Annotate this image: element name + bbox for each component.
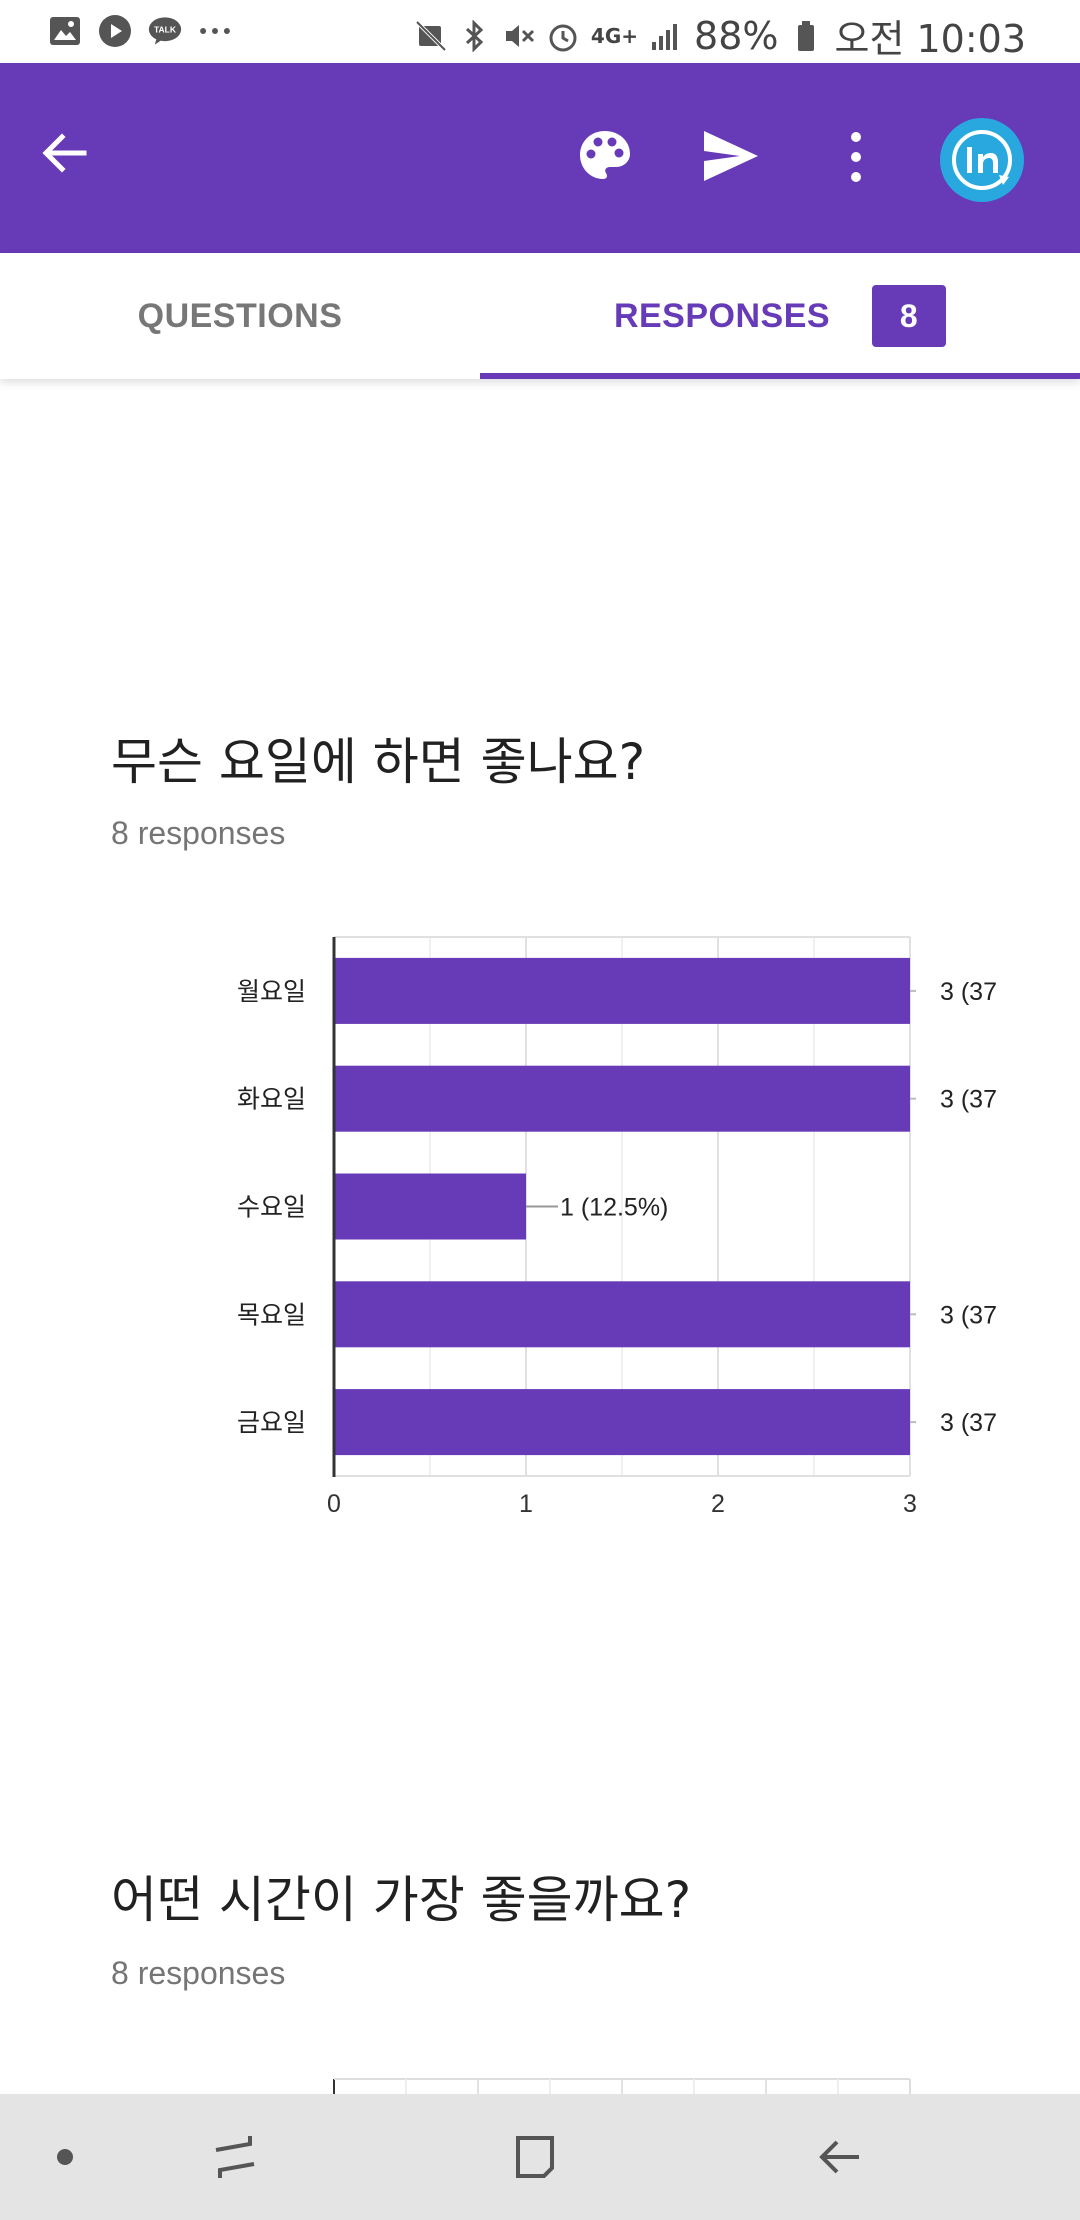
x-tick-label: 0 — [327, 1490, 341, 1518]
data-label: 1 (12.5%) — [560, 1194, 668, 1222]
data-label: 3 (37 — [940, 978, 997, 1006]
avatar[interactable] — [940, 118, 1024, 202]
bar — [334, 1065, 910, 1132]
talk-icon: TALK — [148, 14, 182, 48]
category-label: 월요일 — [237, 977, 306, 1006]
system-nav-bar — [0, 2094, 1080, 2220]
category-label: 수요일 — [237, 1193, 306, 1222]
bar-chart-partial — [333, 2078, 911, 2095]
sync-off-icon — [415, 20, 447, 52]
home-icon[interactable] — [495, 2094, 575, 2220]
status-bar: TALK 4G+ 88% 오전 10:03 — [0, 0, 1080, 63]
svg-text:TALK: TALK — [154, 25, 177, 35]
x-tick-label: 1 — [519, 1490, 533, 1518]
tab-bar: QUESTIONS RESPONSES 8 — [0, 253, 1080, 379]
clock: 오전 10:03 — [834, 17, 1026, 61]
data-label: 3 (37 — [940, 1086, 997, 1114]
tab-questions[interactable]: QUESTIONS — [0, 253, 480, 379]
question-title: 무슨 요일에 하면 좋나요? — [111, 733, 646, 791]
play-icon — [98, 14, 132, 48]
mute-icon — [503, 20, 535, 52]
bar-chart: 월요일 3 (37 화요일 3 (37 수요일 1 (12.5%) 목요일 3 (37 금요일 3… — [237, 936, 997, 1518]
response-count: 8 responses — [111, 815, 286, 851]
alarm-icon — [547, 20, 579, 52]
app-bar — [0, 63, 1080, 253]
more-vert-icon[interactable] — [838, 127, 874, 187]
signal-icon — [650, 20, 682, 52]
battery-percent: 88% — [694, 13, 779, 58]
category-label: 화요일 — [237, 1085, 306, 1114]
x-tick-label: 2 — [711, 1490, 725, 1518]
tab-questions-label: QUESTIONS — [137, 296, 343, 335]
battery-icon — [790, 20, 822, 52]
bar — [334, 1389, 910, 1456]
nav-back-icon[interactable] — [800, 2094, 880, 2220]
gallery-icon — [48, 14, 82, 48]
category-label: 목요일 — [237, 1300, 306, 1329]
back-arrow-icon[interactable] — [36, 123, 96, 183]
data-label: 3 (37 — [940, 1301, 997, 1329]
category-label: 금요일 — [237, 1408, 306, 1437]
response-count: 8 responses — [111, 1955, 286, 1991]
data-label: 3 (37 — [940, 1409, 997, 1437]
palette-icon[interactable] — [576, 127, 634, 185]
send-icon[interactable] — [700, 127, 760, 185]
bar — [334, 1173, 526, 1240]
tab-responses[interactable]: RESPONSES 8 — [480, 253, 1080, 379]
bar — [334, 957, 910, 1024]
bar — [334, 1281, 910, 1348]
responses-count-badge: 8 — [872, 285, 947, 347]
more-dots-icon — [198, 14, 232, 48]
question-title: 어떤 시간이 가장 좋을까요? — [111, 1871, 692, 1929]
x-tick-label: 3 — [903, 1490, 917, 1518]
bluetooth-icon — [459, 19, 491, 52]
dot-icon[interactable] — [30, 2094, 100, 2220]
tab-responses-label: RESPONSES — [613, 296, 831, 335]
tab-indicator — [480, 373, 1080, 379]
network-type: 4G+ — [590, 23, 639, 48]
recent-apps-icon[interactable] — [195, 2094, 275, 2220]
